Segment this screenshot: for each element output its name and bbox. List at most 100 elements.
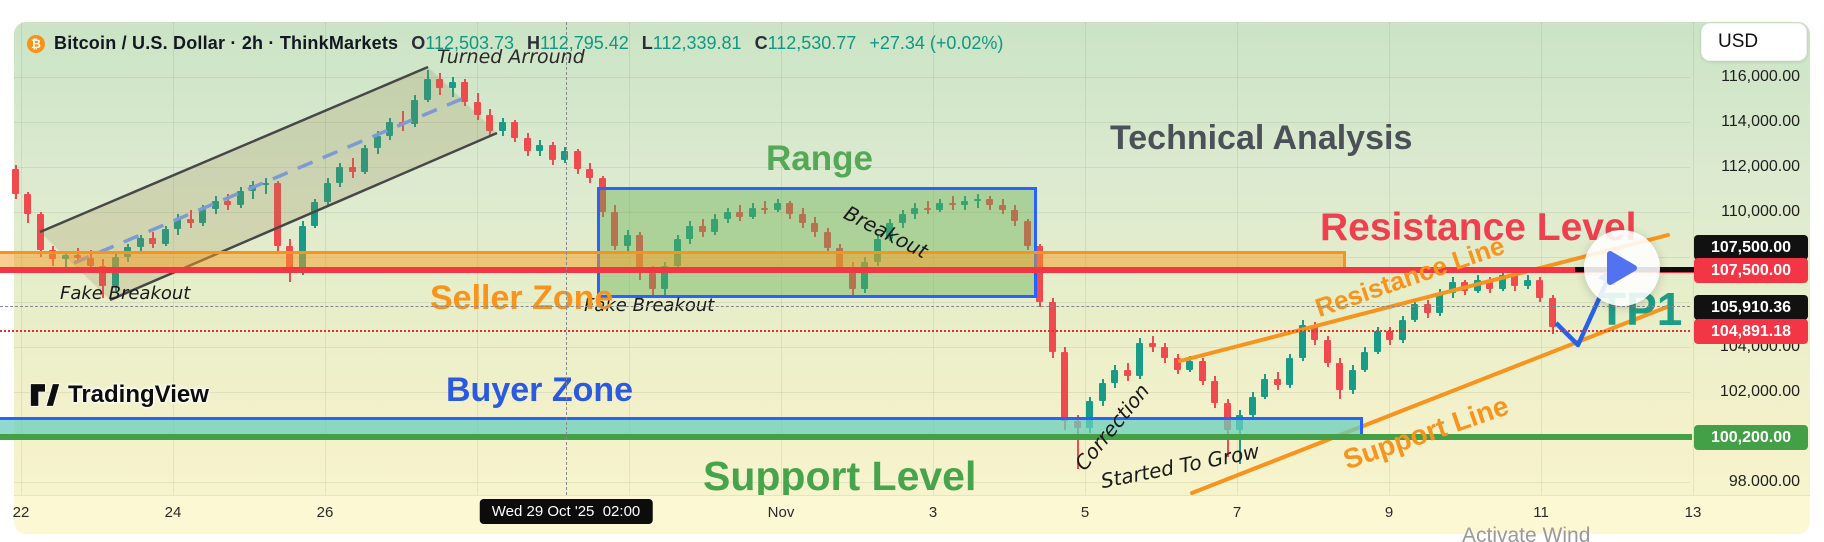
price-tick-label: 112,000.00: [1721, 158, 1800, 175]
candle: [1349, 369, 1356, 390]
support-trendline[interactable]: [1190, 303, 1674, 495]
candle: [386, 122, 393, 136]
price-gridline: [14, 167, 1690, 168]
high-label: H: [527, 33, 541, 53]
candle: [786, 203, 793, 215]
candle-wick: [977, 194, 979, 208]
candle: [536, 144, 543, 152]
activate-windows-watermark: Activate Wind: [1462, 524, 1591, 542]
candle: [349, 167, 356, 172]
bitcoin-icon: ₿: [27, 34, 45, 53]
candle: [1449, 281, 1456, 293]
technical-analysis-label[interactable]: Technical Analysis: [1110, 119, 1413, 157]
price-gridline: [14, 302, 1690, 303]
low-value: 112,339.81: [652, 33, 742, 53]
candle: [12, 169, 19, 194]
candle: [799, 214, 806, 224]
range-box[interactable]: [597, 187, 1037, 298]
candle: [424, 79, 431, 100]
candle: [1274, 378, 1281, 386]
candle: [1536, 279, 1543, 298]
candle: [1499, 275, 1506, 289]
candle: [1099, 383, 1106, 401]
candle: [1224, 403, 1231, 431]
range-label[interactable]: Range: [766, 139, 873, 178]
candle: [611, 212, 618, 246]
candle: [262, 182, 269, 185]
ascending-channel-fill[interactable]: [40, 67, 497, 300]
open-label: O: [411, 33, 426, 53]
price-alert-dotted-line[interactable]: [0, 330, 1690, 332]
channel-upper-line[interactable]: [39, 65, 429, 234]
candle: [761, 207, 768, 210]
candle: [811, 223, 818, 233]
candle: [1036, 245, 1043, 302]
candle: [374, 135, 381, 148]
price-gridline: [14, 212, 1690, 213]
time-tick-label: 9: [1384, 504, 1394, 521]
candle: [724, 212, 731, 219]
candle: [461, 81, 468, 102]
candle: [1011, 209, 1018, 221]
price-gridline: [14, 77, 1690, 78]
candle: [1374, 331, 1381, 352]
fake-breakout-mid-label[interactable]: Fake Breakout: [584, 295, 715, 316]
candle: [624, 234, 631, 246]
candle: [199, 208, 206, 224]
quote-open: O112,503.73: [411, 33, 514, 54]
support-level-label[interactable]: Support Level: [703, 453, 977, 499]
turned-arround-label[interactable]: Turned Arround: [437, 46, 585, 68]
currency-selector-button[interactable]: USD: [1701, 23, 1807, 61]
resistance-red-line[interactable]: [0, 267, 1696, 273]
symbol-header: ₿ Bitcoin / U.S. Dollar · 2h · ThinkMark…: [27, 33, 1003, 54]
time-tick-label: 13: [1684, 504, 1702, 521]
candle: [99, 266, 106, 287]
candle: [1549, 297, 1556, 327]
candle: [1324, 340, 1331, 363]
candle: [999, 205, 1006, 210]
seller-zone-label[interactable]: Seller Zone: [430, 279, 614, 317]
candle-wick: [402, 110, 404, 131]
tradingview-logo-text: TradingView: [68, 381, 209, 408]
price-tick-label: 102,000.00: [1719, 383, 1800, 400]
candle: [511, 122, 518, 138]
candle: [711, 218, 718, 233]
candle: [311, 201, 318, 226]
close-label: C: [754, 33, 768, 53]
support-green-line[interactable]: [0, 434, 1692, 440]
candle: [736, 212, 743, 217]
channel-midline-dashed[interactable]: [73, 96, 465, 265]
time-tick-label: 3: [928, 504, 938, 521]
candle: [1174, 358, 1181, 370]
candle: [187, 218, 194, 224]
crosshair-horizontal-line: [0, 306, 1690, 307]
play-button[interactable]: [1584, 230, 1660, 306]
resistance-level-label[interactable]: Resistance Level: [1320, 206, 1637, 249]
candle: [774, 203, 781, 210]
low-label: L: [641, 33, 653, 53]
candle: [861, 261, 868, 289]
candle: [499, 122, 506, 131]
candle: [549, 144, 556, 161]
candle: [686, 225, 693, 239]
price-tick-label: 116,000.00: [1721, 68, 1800, 85]
price-gridline: [14, 482, 1690, 483]
symbol-title[interactable]: Bitcoin / U.S. Dollar · 2h · ThinkMarket…: [54, 33, 399, 53]
candle: [849, 268, 856, 289]
price-badge: 107,500.00: [1694, 258, 1808, 283]
candle: [1511, 275, 1518, 287]
time-tick-label: 5: [1080, 504, 1090, 521]
quote-low: L112,339.81: [642, 33, 742, 54]
price-gridline: [14, 347, 1690, 348]
buyer-zone-label[interactable]: Buyer Zone: [446, 371, 634, 409]
candle: [1286, 358, 1293, 386]
price-badge: 100,200.00: [1694, 425, 1808, 450]
time-tick-label: 7: [1232, 504, 1242, 521]
time-axis[interactable]: 22 24 26 Nov 3 5 7 9 11 13 Wed 29 Oct '25 02:00: [13, 495, 1810, 534]
fake-breakout-left-label[interactable]: Fake Breakout: [60, 283, 191, 304]
candle: [874, 239, 881, 262]
tradingview-logo[interactable]: TradingView: [30, 381, 209, 409]
candle: [324, 182, 331, 202]
